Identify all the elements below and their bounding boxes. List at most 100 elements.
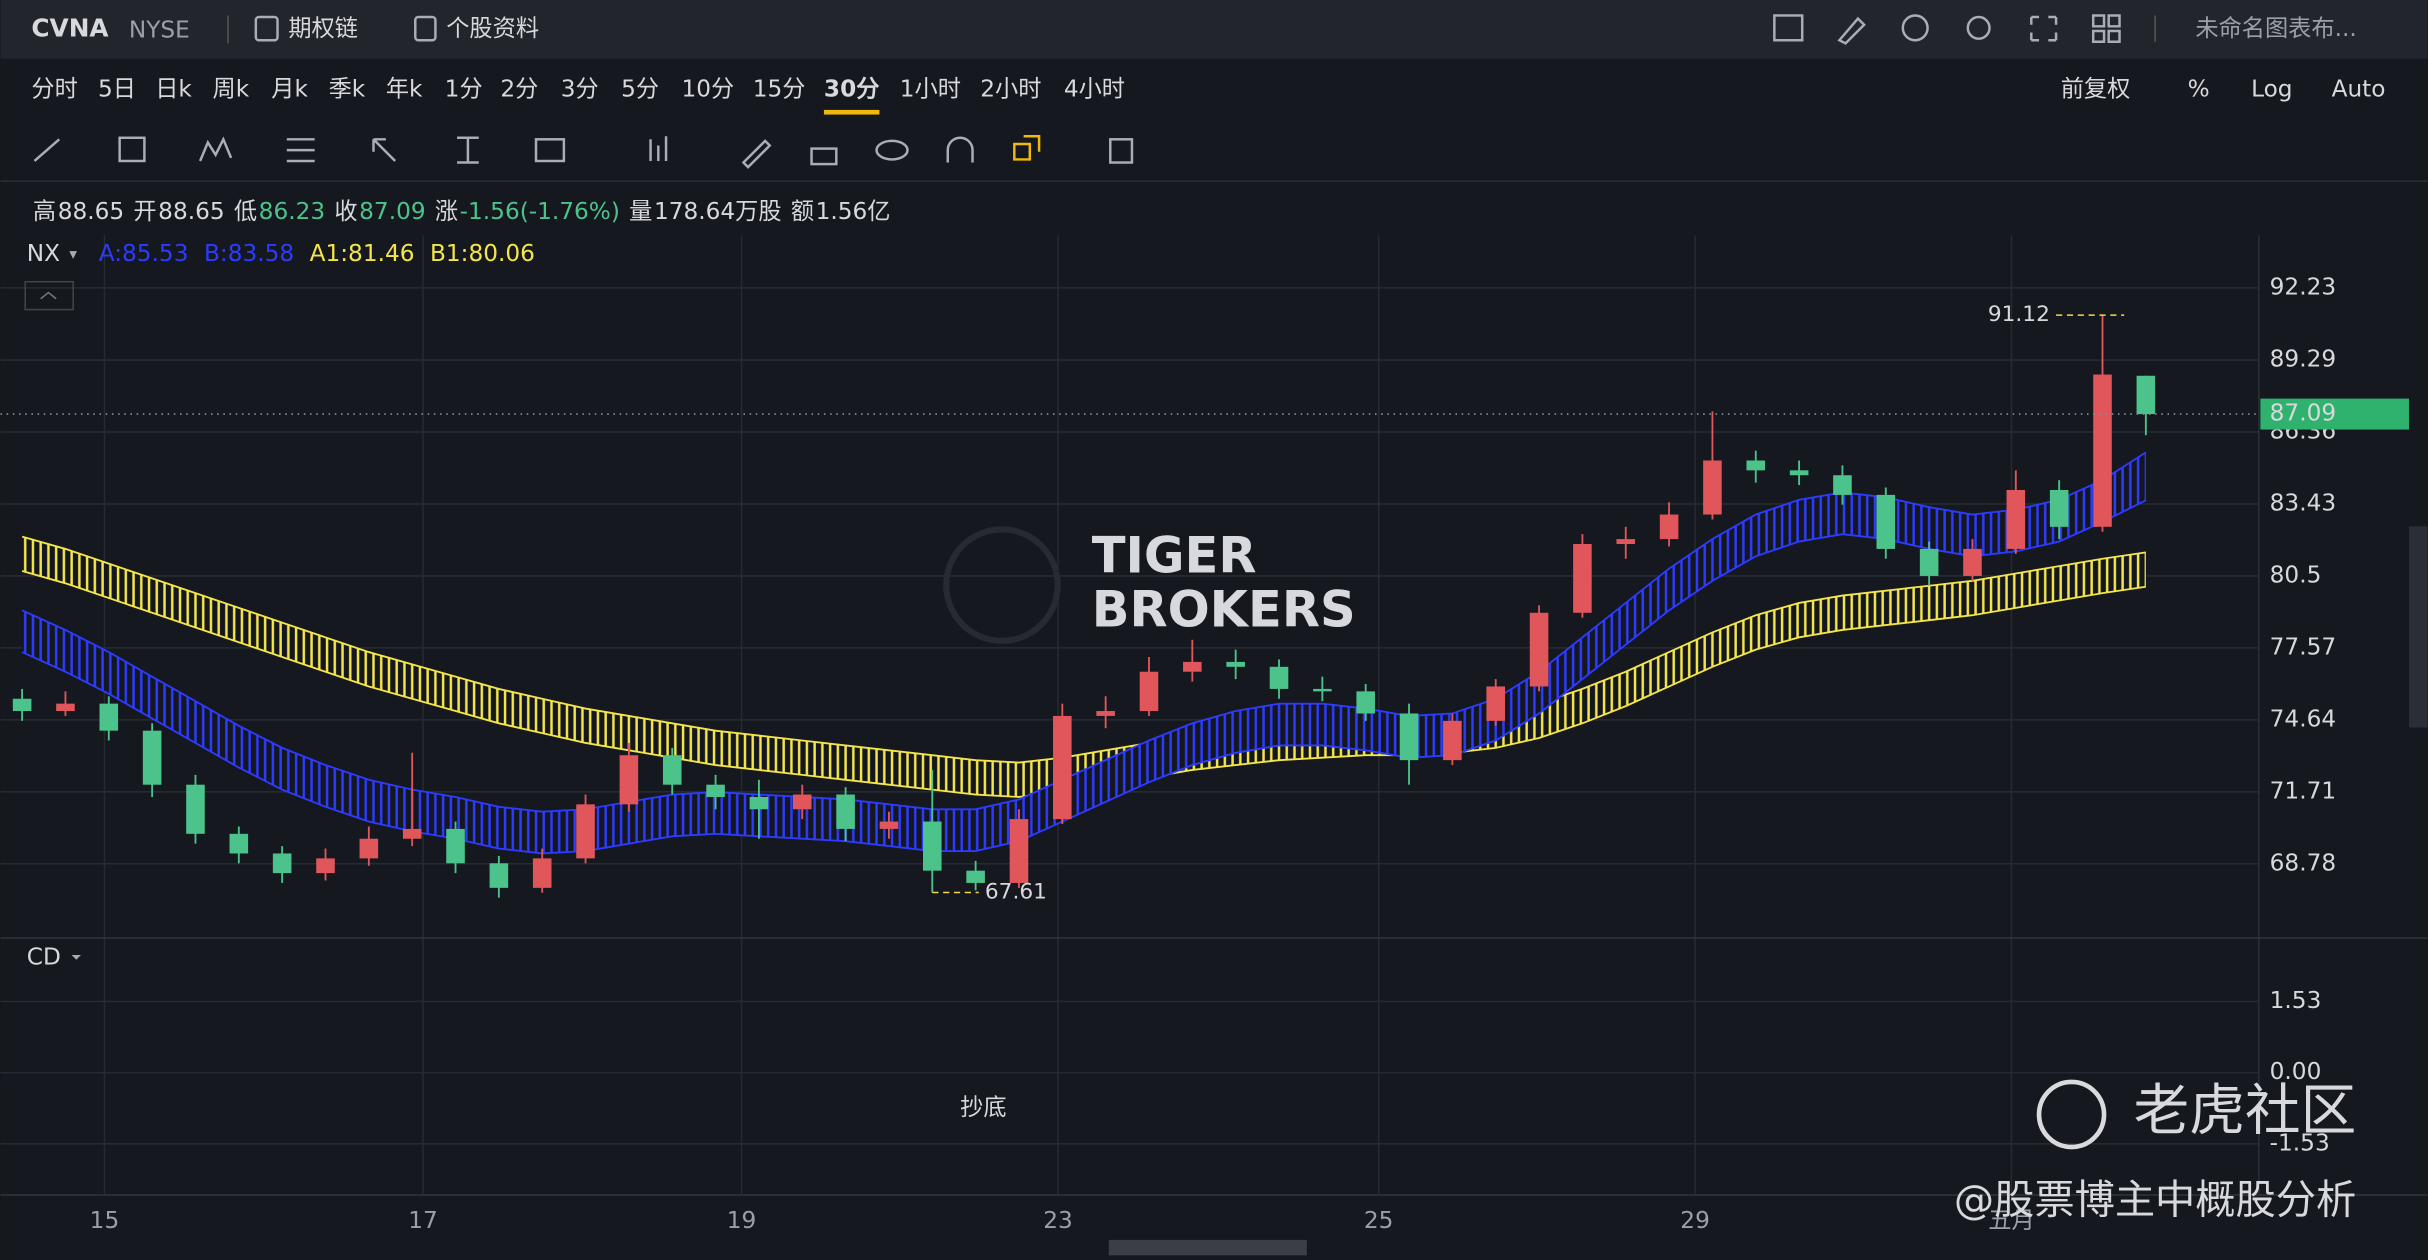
dropdown-caret: ▾ [69,244,77,262]
candle-body [749,796,769,810]
last-price-label: 87.09 [2270,400,2336,427]
candle-body [619,755,639,805]
candle-body [1139,671,1159,712]
band-edge [21,499,2147,855]
band-edge [21,451,2147,813]
candle-body [1486,686,1506,721]
timeframe-tab[interactable]: 年k [386,75,423,102]
timeframe-tab[interactable]: 1分 [445,75,483,102]
candle-body [1573,544,1592,613]
timeframe-tab[interactable]: 季k [329,75,366,102]
chart-option[interactable]: Auto [2332,75,2386,102]
option-chain-link[interactable]: 期权链 [288,15,358,42]
tool-icon[interactable] [946,136,974,163]
icon[interactable] [1773,14,1804,42]
community-logo [2036,1079,2107,1150]
tool-icon[interactable] [810,147,838,166]
legend-value: 83.58 [228,239,294,266]
chart-option[interactable]: 前复权 [2061,75,2131,102]
info-field: 低 [234,198,257,225]
tool-icon[interactable] [372,138,397,162]
candle-body [966,870,985,883]
tool-icon[interactable] [457,136,479,164]
candle-body [2093,374,2112,527]
legend-key: B1: [430,239,469,266]
collapse-button[interactable] [24,280,74,311]
candle-body [1703,460,1722,515]
last-price-box [2260,398,2409,430]
legend-value: 81.46 [348,239,414,266]
candle-body [1399,713,1419,761]
candle-body [489,863,509,888]
tool-icon[interactable] [33,138,61,162]
info-field: 收 [334,198,357,225]
y-tick-label: 83.43 [2270,489,2336,516]
y-tick-label: 74.64 [2270,705,2336,732]
profile-link[interactable]: 个股资料 [446,15,539,42]
candle-body [1833,475,1852,495]
tool-icon[interactable] [1013,134,1041,161]
tool-icon[interactable] [534,138,566,163]
tool-icon[interactable] [286,138,315,163]
dropdown-caret [71,955,81,960]
tool-icon[interactable] [118,136,146,163]
timeframe-tab[interactable]: 5分 [621,75,659,102]
timeframe-tab[interactable]: 2小时 [980,75,1041,102]
info-field: 高 [33,198,56,225]
timeframe-tab[interactable]: 4小时 [1064,75,1125,102]
timeframe-tab[interactable]: 5日 [98,75,136,102]
timeframe-tab[interactable]: 1小时 [900,75,961,102]
icon[interactable] [1837,16,1866,45]
tab-bar: 分时 5日 日k 周k 月k 季k 年k 1分 2分 3分 5分 10分 15分 30分 1小时 2小时 4小时… [31,75,2386,115]
symbol[interactable]: CVNA [31,13,109,42]
y-tick-label: 71.71 [2270,777,2336,804]
icon[interactable] [2030,15,2058,42]
timeframe-tab[interactable]: 30分 [824,75,880,102]
candle-body [316,858,335,874]
cd-title[interactable]: CD [27,944,61,971]
candle-body [2136,375,2156,415]
timeframe-tab[interactable]: 2分 [500,75,538,102]
icon[interactable] [1966,15,1991,40]
tool-icon[interactable] [875,139,909,161]
timeframe-tab[interactable]: 周k [213,75,250,102]
timeframe-tab[interactable]: 15分 [753,75,806,102]
high-label: 91.12 [1988,302,2050,327]
chart-option[interactable]: Log [2251,75,2292,102]
candle-body [1183,661,1202,672]
band-edge [21,535,2146,764]
layout-name[interactable]: 未命名图表布... [2195,15,2356,42]
info-field: 88.65 [158,198,224,225]
candle-body [446,828,465,864]
time-scroll[interactable] [1108,1239,1307,1256]
info-field: 88.65 [58,198,124,225]
timeframe-tab[interactable]: 3分 [561,75,599,102]
scrollbar[interactable] [2408,526,2428,728]
timeframe-tab[interactable]: 10分 [682,75,735,102]
tool-icon[interactable] [741,139,772,169]
tool-icon[interactable] [649,136,668,161]
candle-body [1746,460,1766,471]
icon[interactable] [1901,14,1929,42]
candle-body [1009,819,1029,883]
timeframe-tab[interactable]: 月k [271,75,308,102]
icon[interactable] [2091,14,2121,44]
info-field: 涨 [435,198,458,225]
band-fill [22,452,2146,854]
candle-body [1789,470,1809,476]
timeframe-tab[interactable]: 分时 [31,75,77,102]
tool-icon[interactable] [1109,138,1134,164]
collapse-icon [40,291,57,300]
community-watermark: 老虎社区 [2133,1079,2356,1144]
candle-body [1919,548,1939,576]
candle-body [1053,715,1072,820]
candle-body [1313,688,1332,692]
timeframe-tab[interactable]: 日k [155,75,192,102]
info-field: 额 [791,198,814,225]
chart-option[interactable]: % [2188,75,2210,102]
tool-icon[interactable] [198,136,233,162]
candle-body [1356,691,1375,714]
active-underline [823,109,880,115]
